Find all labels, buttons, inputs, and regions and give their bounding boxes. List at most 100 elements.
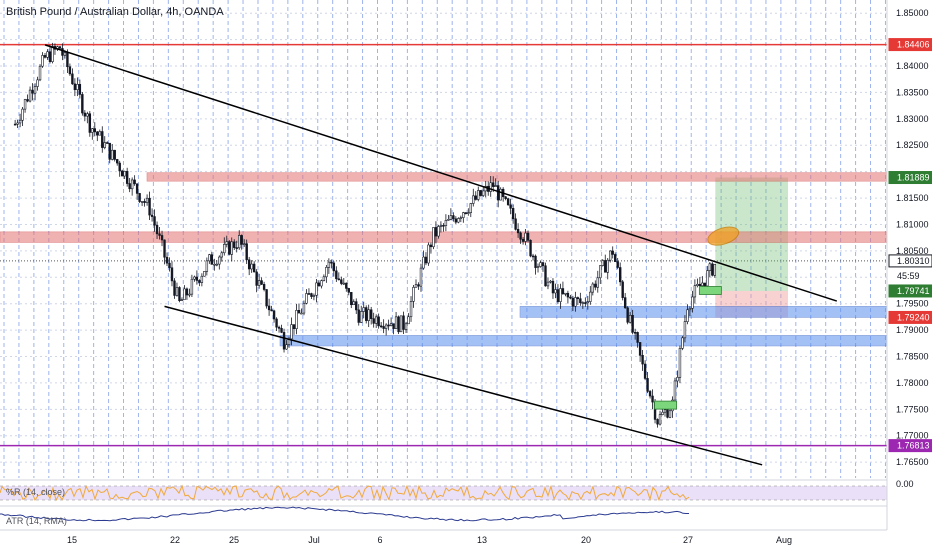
trendline xyxy=(164,305,763,466)
candle-body xyxy=(235,247,238,249)
candle-body xyxy=(409,301,413,318)
candle-body xyxy=(365,307,368,321)
price-label: 45:59 xyxy=(897,271,920,281)
candle-body xyxy=(584,302,587,304)
candle-body xyxy=(357,309,360,323)
candle-body xyxy=(422,256,425,269)
resistance-zone xyxy=(0,231,888,243)
candle-body xyxy=(661,411,664,415)
candle-body xyxy=(651,395,654,403)
candle-body xyxy=(96,131,99,136)
candle-body xyxy=(23,99,27,110)
price-tick-label: 1.79000 xyxy=(896,325,929,335)
candle-body xyxy=(673,380,677,401)
candle-body xyxy=(489,182,492,192)
candle-body xyxy=(255,271,258,286)
time-tick-label: 15 xyxy=(67,535,77,545)
candle-body xyxy=(449,215,453,220)
candle-body xyxy=(123,171,126,177)
price-label: 1.84406 xyxy=(897,40,930,50)
candle-body xyxy=(417,284,420,287)
candle-body xyxy=(574,297,577,307)
candle-body xyxy=(267,305,271,311)
candle-body xyxy=(275,318,278,328)
candle-body xyxy=(387,324,390,327)
candle-body xyxy=(484,185,487,192)
candle-body xyxy=(457,218,460,223)
candle-body xyxy=(713,264,717,276)
candle-body xyxy=(322,276,326,281)
candle-body xyxy=(307,293,311,295)
candle-body xyxy=(536,266,540,268)
candle-body xyxy=(225,241,228,245)
time-tick-label: 20 xyxy=(581,535,591,545)
candle-body xyxy=(506,198,510,206)
candle-body xyxy=(260,280,263,285)
candle-body xyxy=(392,323,395,329)
candle-body xyxy=(155,224,159,235)
candle-body xyxy=(369,309,373,319)
candle-body xyxy=(305,293,308,304)
candle-body xyxy=(554,289,557,294)
candle-body xyxy=(708,263,712,271)
candle-body xyxy=(135,183,139,194)
time-tick-label: 13 xyxy=(477,535,487,545)
candle-body xyxy=(180,299,184,302)
price-tick-label: 1.81000 xyxy=(896,219,929,229)
candle-body xyxy=(272,310,276,320)
candle-body xyxy=(601,260,604,266)
price-tick-label: 1.80500 xyxy=(896,246,929,256)
candle-body xyxy=(424,256,428,264)
wpr-line xyxy=(0,484,690,502)
chart-lines xyxy=(44,44,838,466)
price-axis-bg xyxy=(887,0,932,550)
candle-body xyxy=(614,254,617,262)
candle-body xyxy=(432,227,435,248)
price-tick-label: 1.83000 xyxy=(896,114,929,124)
candle-body xyxy=(143,201,146,203)
candle-body xyxy=(474,195,477,200)
chart-zones xyxy=(0,43,888,447)
candle-body xyxy=(589,291,592,302)
candle-body xyxy=(571,297,575,307)
wpr-indicator-label: %R (14, close) xyxy=(6,487,66,497)
candle-body xyxy=(240,235,243,245)
candle-body xyxy=(706,270,709,287)
candle-body xyxy=(496,185,500,201)
candle-body xyxy=(683,321,687,339)
candle-body xyxy=(549,280,552,283)
candle-body xyxy=(13,123,17,126)
candle-body xyxy=(377,316,380,327)
candle-body xyxy=(397,316,400,333)
candle-body xyxy=(317,282,321,287)
candle-body xyxy=(103,142,106,148)
candle-body xyxy=(190,278,194,295)
candle-body xyxy=(228,241,231,255)
candle-body xyxy=(444,220,448,226)
candle-body xyxy=(696,283,699,286)
candle-body xyxy=(611,250,614,255)
time-tick-label: Aug xyxy=(776,535,792,545)
candle-body xyxy=(618,267,622,283)
candlestick-series xyxy=(13,42,717,428)
candle-body xyxy=(238,235,241,249)
candle-body xyxy=(646,378,649,392)
candle-body xyxy=(626,307,629,323)
time-tick-label: 6 xyxy=(377,535,382,545)
candle-body xyxy=(638,342,642,356)
candle-body xyxy=(541,262,545,267)
candle-body xyxy=(623,297,627,309)
candle-body xyxy=(46,51,49,58)
time-tick-label: 25 xyxy=(229,535,239,545)
candle-body xyxy=(36,79,39,87)
candle-body xyxy=(678,348,682,378)
candle-body xyxy=(462,212,465,218)
time-tick-label: 22 xyxy=(170,535,180,545)
candle-body xyxy=(569,296,572,299)
candle-body xyxy=(643,363,647,379)
candle-body xyxy=(636,332,639,343)
candle-body xyxy=(658,414,662,425)
candle-body xyxy=(526,232,530,241)
candle-body xyxy=(531,255,535,258)
